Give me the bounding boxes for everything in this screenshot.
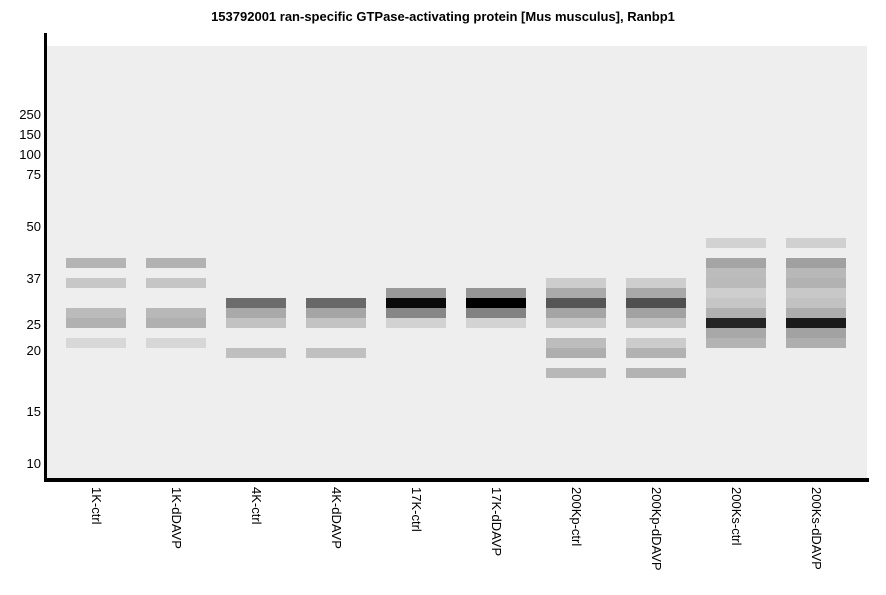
band-200Ks-ctrl-21kda <box>706 338 766 348</box>
band-200Kp-ctrl-20kda <box>546 348 606 358</box>
y-tick-25: 25 <box>26 317 41 332</box>
band-200Kp-dDAVP-18kda <box>626 368 686 378</box>
band-200Ks-ctrl-38kda <box>706 268 766 278</box>
band-200Ks-dDAVP-28kda <box>786 308 846 318</box>
band-200Kp-ctrl-21kda <box>546 338 606 348</box>
band-4K-dDAVP-20kda <box>306 348 366 358</box>
band-200Kp-dDAVP-25kda <box>626 318 686 328</box>
band-1K-ctrl-25kda <box>66 318 126 328</box>
band-200Ks-dDAVP-36kda <box>786 278 846 288</box>
y-tick-37: 37 <box>26 271 41 286</box>
y-tick-50: 50 <box>26 219 41 234</box>
band-200Kp-ctrl-33kda <box>546 288 606 298</box>
band-1K-dDAVP-21kda <box>146 338 206 348</box>
band-1K-ctrl-21kda <box>66 338 126 348</box>
band-200Ks-ctrl-36kda <box>706 278 766 288</box>
band-200Ks-dDAVP-21kda <box>786 338 846 348</box>
y-tick-100: 100 <box>19 147 41 162</box>
y-tick-150: 150 <box>19 127 41 142</box>
band-200Ks-ctrl-23kda <box>706 328 766 338</box>
band-1K-dDAVP-28kda <box>146 308 206 318</box>
band-200Ks-ctrl-46kda <box>706 238 766 248</box>
band-200Kp-ctrl-36kda <box>546 278 606 288</box>
chart-title: 153792001 ran-specific GTPase-activating… <box>211 9 675 24</box>
band-4K-ctrl-25kda <box>226 318 286 328</box>
band-200Ks-ctrl-28kda <box>706 308 766 318</box>
band-17K-ctrl-25kda <box>386 318 446 328</box>
band-17K-dDAVP-25kda <box>466 318 526 328</box>
band-200Ks-dDAVP-46kda <box>786 238 846 248</box>
y-tick-15: 15 <box>26 404 41 419</box>
y-tick-250: 250 <box>19 107 41 122</box>
band-200Kp-ctrl-18kda <box>546 368 606 378</box>
band-4K-ctrl-20kda <box>226 348 286 358</box>
band-200Kp-ctrl-25kda <box>546 318 606 328</box>
band-17K-ctrl-30kda <box>386 298 446 308</box>
band-200Ks-ctrl-25kda <box>706 318 766 328</box>
band-4K-dDAVP-25kda <box>306 318 366 328</box>
y-tick-75: 75 <box>26 167 41 182</box>
band-200Kp-dDAVP-33kda <box>626 288 686 298</box>
band-17K-ctrl-28kda <box>386 308 446 318</box>
band-200Ks-ctrl-33kda <box>706 288 766 298</box>
band-1K-ctrl-28kda <box>66 308 126 318</box>
lane-label-4K-dDAVP: 4K-dDAVP <box>329 487 344 549</box>
lane-label-1K-ctrl: 1K-ctrl <box>89 487 104 525</box>
band-200Kp-ctrl-30kda <box>546 298 606 308</box>
lane-label-17K-dDAVP: 17K-dDAVP <box>489 487 504 557</box>
band-200Ks-dDAVP-33kda <box>786 288 846 298</box>
x-axis-line <box>44 478 869 482</box>
lane-label-200Ks-ctrl: 200Ks-ctrl <box>729 487 744 546</box>
band-17K-ctrl-33kda <box>386 288 446 298</box>
band-17K-dDAVP-33kda <box>466 288 526 298</box>
band-200Kp-dDAVP-20kda <box>626 348 686 358</box>
band-200Kp-dDAVP-21kda <box>626 338 686 348</box>
band-17K-dDAVP-30kda <box>466 298 526 308</box>
lane-label-200Kp-ctrl: 200Kp-ctrl <box>569 487 584 547</box>
band-1K-dDAVP-36kda <box>146 278 206 288</box>
band-200Kp-dDAVP-30kda <box>626 298 686 308</box>
band-200Ks-dDAVP-38kda <box>786 268 846 278</box>
band-200Kp-dDAVP-28kda <box>626 308 686 318</box>
lane-label-200Kp-dDAVP: 200Kp-dDAVP <box>649 487 664 571</box>
band-200Ks-dDAVP-30kda <box>786 298 846 308</box>
lane-label-200Ks-dDAVP: 200Ks-dDAVP <box>809 487 824 570</box>
band-200Ks-dDAVP-25kda <box>786 318 846 328</box>
band-4K-dDAVP-30kda <box>306 298 366 308</box>
band-1K-dDAVP-41kda <box>146 258 206 268</box>
y-tick-10: 10 <box>26 456 41 471</box>
band-1K-dDAVP-25kda <box>146 318 206 328</box>
band-200Kp-ctrl-28kda <box>546 308 606 318</box>
band-4K-ctrl-28kda <box>226 308 286 318</box>
lane-label-17K-ctrl: 17K-ctrl <box>409 487 424 532</box>
y-axis-line <box>44 33 47 482</box>
band-200Ks-ctrl-30kda <box>706 298 766 308</box>
band-1K-ctrl-41kda <box>66 258 126 268</box>
band-200Ks-dDAVP-41kda <box>786 258 846 268</box>
band-1K-ctrl-36kda <box>66 278 126 288</box>
band-17K-dDAVP-28kda <box>466 308 526 318</box>
band-4K-ctrl-30kda <box>226 298 286 308</box>
lane-label-1K-dDAVP: 1K-dDAVP <box>169 487 184 549</box>
y-tick-20: 20 <box>26 343 41 358</box>
band-200Ks-dDAVP-23kda <box>786 328 846 338</box>
band-4K-dDAVP-28kda <box>306 308 366 318</box>
band-200Ks-ctrl-41kda <box>706 258 766 268</box>
band-200Kp-dDAVP-36kda <box>626 278 686 288</box>
lane-label-4K-ctrl: 4K-ctrl <box>249 487 264 525</box>
